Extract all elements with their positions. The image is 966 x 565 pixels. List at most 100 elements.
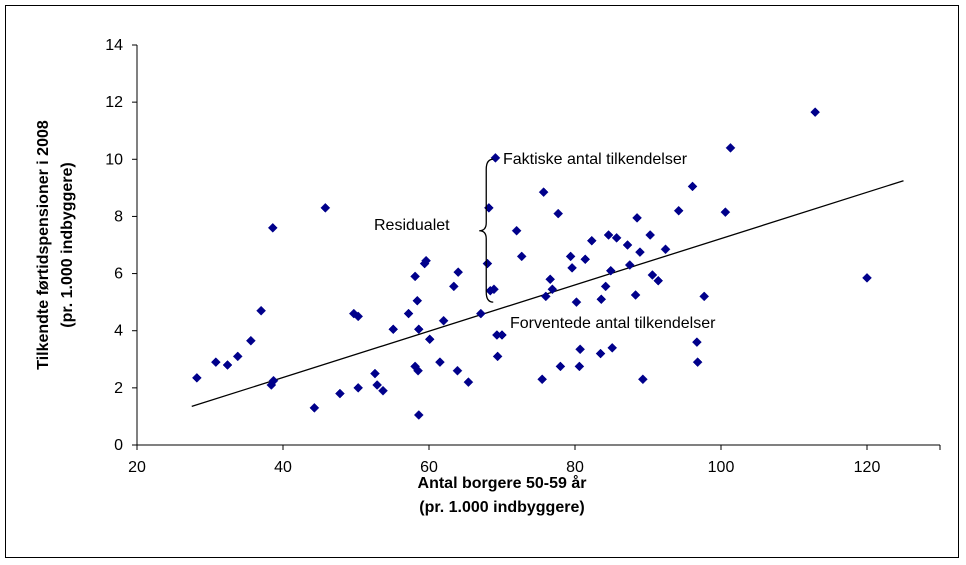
data-point xyxy=(452,365,463,376)
data-point xyxy=(388,324,399,335)
x-tick-label: 120 xyxy=(854,459,881,476)
data-point xyxy=(575,344,585,355)
data-point xyxy=(453,267,464,277)
data-point xyxy=(660,244,671,255)
data-point xyxy=(653,275,664,286)
data-point xyxy=(421,255,431,266)
data-point xyxy=(246,335,256,346)
data-point xyxy=(635,247,645,257)
axes: 0 2 4 6 8 10 12 14 20 40 60 80 100 120 Antal borgere 5… xyxy=(35,37,941,516)
residual-bracket xyxy=(479,158,494,303)
y-tick-label: 12 xyxy=(105,94,123,111)
annotation-actual: Faktiske antal tilkendelser xyxy=(503,151,688,168)
data-point xyxy=(410,271,420,282)
data-point xyxy=(335,388,345,399)
data-point xyxy=(605,265,616,276)
chart-frame xyxy=(5,5,959,558)
data-point xyxy=(438,315,449,326)
data-point xyxy=(372,380,383,390)
data-point xyxy=(624,260,635,270)
data-point xyxy=(632,213,642,223)
data-point xyxy=(412,295,423,306)
data-point xyxy=(309,403,320,413)
data-point xyxy=(540,291,551,302)
data-point xyxy=(622,240,633,250)
data-point xyxy=(596,294,607,305)
data-point xyxy=(638,374,648,385)
data-point xyxy=(699,291,710,302)
data-point xyxy=(567,263,577,273)
data-point xyxy=(580,254,591,265)
data-point xyxy=(463,377,474,387)
data-point xyxy=(353,383,364,393)
data-point xyxy=(511,225,522,236)
y-tick-label: 2 xyxy=(114,380,123,397)
data-point xyxy=(516,251,527,262)
x-tick-label: 80 xyxy=(566,459,584,476)
y-tick-label: 14 xyxy=(105,37,123,54)
data-point xyxy=(370,368,380,379)
data-point xyxy=(630,290,641,300)
annotations: Faktiske antal tilkendelser Residualet For… xyxy=(374,151,716,332)
data-point xyxy=(256,305,266,316)
y-tick-label: 4 xyxy=(114,323,123,340)
data-point xyxy=(862,273,872,283)
data-point xyxy=(320,203,331,213)
data-point xyxy=(403,308,414,319)
data-point xyxy=(571,297,582,307)
x-tick-label: 40 xyxy=(274,459,292,476)
y-axis-label: Tilkendte førtidspensioner i 2008 xyxy=(35,120,52,370)
data-point xyxy=(490,153,501,163)
data-point xyxy=(268,375,279,386)
data-point xyxy=(553,208,564,219)
y-tick-label: 10 xyxy=(105,151,123,168)
data-point xyxy=(673,205,684,216)
data-point xyxy=(192,373,202,383)
data-point xyxy=(600,281,611,292)
data-point xyxy=(475,308,486,319)
data-point xyxy=(378,385,388,396)
x-tick-label: 60 xyxy=(420,459,438,476)
annotation-residual: Residualet xyxy=(374,217,450,234)
data-point xyxy=(692,337,702,347)
data-point xyxy=(547,284,558,295)
data-point xyxy=(222,360,233,370)
data-point xyxy=(435,357,445,367)
data-point xyxy=(413,365,423,376)
data-point xyxy=(545,274,556,285)
data-point xyxy=(611,233,622,243)
data-point xyxy=(210,357,221,367)
data-points xyxy=(192,107,872,420)
x-axis-label: Antal borgere 50-59 år xyxy=(418,474,587,492)
data-point xyxy=(413,324,424,335)
data-point xyxy=(413,410,424,420)
y-tick-label: 0 xyxy=(114,437,123,454)
data-point xyxy=(645,230,656,240)
data-point xyxy=(574,361,585,372)
data-point xyxy=(267,223,278,233)
data-point xyxy=(353,311,364,322)
data-point xyxy=(720,207,731,217)
data-point xyxy=(537,374,548,385)
data-point xyxy=(725,143,736,153)
data-point xyxy=(538,187,549,197)
annotation-expected: Forventede antal tilkendelser xyxy=(510,315,716,332)
data-point xyxy=(555,361,566,372)
data-point xyxy=(595,348,606,359)
data-point xyxy=(603,230,614,240)
y-tick-label: 6 xyxy=(114,266,123,283)
y-axis-label-unit: (pr. 1.000 indbyggere) xyxy=(59,162,76,327)
data-point xyxy=(492,351,503,362)
x-axis-label-unit: (pr. 1.000 indbyggere) xyxy=(419,499,584,516)
data-point xyxy=(607,343,618,353)
data-point xyxy=(232,351,243,362)
y-tick-label: 8 xyxy=(114,208,123,225)
data-point xyxy=(424,334,435,345)
data-point xyxy=(489,284,499,295)
data-point xyxy=(810,107,821,117)
data-point xyxy=(565,251,576,262)
data-point xyxy=(687,181,698,192)
x-tick-label: 20 xyxy=(128,459,146,476)
data-point xyxy=(586,235,597,246)
